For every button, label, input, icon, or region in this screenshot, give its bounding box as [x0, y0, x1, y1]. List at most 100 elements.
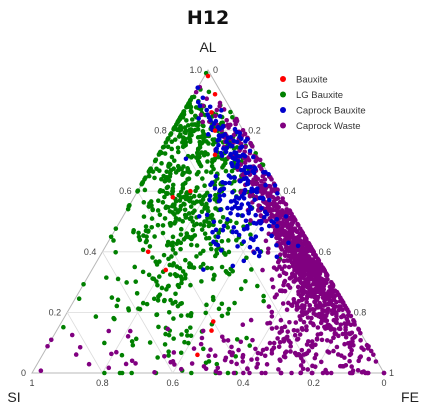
caprock-waste-point: [260, 347, 266, 353]
lg-bauxite-point: [187, 197, 192, 203]
caprock-bauxite-point: [256, 253, 262, 259]
lg-bauxite-point: [148, 199, 154, 204]
lg-bauxite-point: [183, 257, 188, 263]
caprock-waste-point: [290, 242, 295, 248]
lg-bauxite-point: [222, 160, 228, 166]
caprock-bauxite-point: [249, 186, 255, 191]
caprock-waste-point: [294, 352, 300, 358]
caprock-bauxite-point: [241, 176, 247, 182]
caprock-bauxite-point: [234, 229, 239, 235]
lg-bauxite-point: [188, 108, 194, 114]
tick-label: 0.2: [49, 307, 62, 317]
lg-bauxite-point: [146, 169, 152, 174]
legend-label-lg-bauxite[interactable]: LG Bauxite: [296, 90, 343, 101]
caprock-waste-point: [303, 262, 309, 268]
caprock-bauxite-point: [220, 180, 225, 185]
lg-bauxite-point: [162, 151, 168, 156]
lg-bauxite-point: [211, 157, 217, 163]
caprock-waste-point: [248, 140, 253, 146]
lg-bauxite-point: [244, 255, 249, 261]
lg-bauxite-point: [218, 219, 223, 224]
lg-bauxite-point: [168, 272, 173, 277]
lg-bauxite-point: [179, 300, 185, 306]
lg-bauxite-point: [201, 152, 207, 158]
caprock-waste-point: [309, 246, 315, 252]
caprock-bauxite-point: [213, 227, 219, 233]
caprock-waste-point: [292, 250, 298, 255]
caprock-waste-point: [269, 351, 275, 356]
caprock-waste-point: [73, 352, 79, 357]
caprock-waste-point: [288, 349, 293, 354]
legend[interactable]: Bauxite LG Bauxite Caprock Bauxite Caprock …: [280, 75, 366, 133]
lg-bauxite-point: [168, 171, 173, 177]
caprock-waste-point: [206, 353, 211, 359]
lg-bauxite-point: [177, 132, 183, 137]
caprock-waste-point: [320, 282, 326, 287]
caprock-waste-point: [250, 337, 255, 343]
lg-bauxite-point: [201, 194, 206, 200]
legend-marker-bauxite[interactable]: [280, 76, 286, 82]
lg-bauxite-point: [137, 237, 143, 243]
caprock-waste-point: [310, 363, 315, 369]
lg-bauxite-point: [170, 210, 175, 215]
caprock-waste-point: [276, 367, 281, 372]
lg-bauxite-point: [160, 223, 166, 228]
caprock-waste-point: [288, 344, 293, 349]
lg-bauxite-point: [108, 234, 114, 240]
lg-bauxite-point: [93, 314, 99, 319]
caprock-bauxite-point: [225, 135, 231, 141]
caprock-waste-point: [334, 320, 339, 326]
lg-bauxite-point: [183, 180, 188, 186]
axis-title-fe: FE: [401, 389, 419, 405]
legend-label-caprock-bauxite[interactable]: Caprock Bauxite: [296, 106, 366, 117]
caprock-waste-point: [368, 348, 374, 354]
lg-bauxite-point: [146, 272, 152, 278]
caprock-waste-point: [327, 294, 332, 299]
lg-bauxite-point: [178, 246, 183, 252]
legend-marker-caprock-waste[interactable]: [280, 122, 286, 129]
legend-marker-caprock-bauxite[interactable]: [280, 107, 286, 113]
legend-label-caprock-waste[interactable]: Caprock Waste: [296, 121, 361, 132]
caprock-waste-point: [275, 336, 280, 341]
caprock-waste-point: [319, 311, 325, 316]
caprock-waste-point: [277, 273, 283, 278]
caprock-waste-point: [289, 370, 294, 376]
caprock-bauxite-point: [237, 130, 243, 136]
legend-marker-lg-bauxite[interactable]: [280, 91, 286, 98]
bauxite-point: [145, 249, 151, 255]
lg-bauxite-point: [178, 240, 184, 246]
lg-bauxite-point: [159, 285, 165, 291]
lg-bauxite-point: [166, 353, 171, 358]
lg-bauxite-point: [166, 349, 171, 354]
lg-bauxite-point: [171, 126, 176, 132]
caprock-waste-point: [263, 218, 269, 224]
caprock-waste-point: [348, 322, 354, 328]
lg-bauxite-point: [190, 234, 195, 240]
bauxite-point: [195, 352, 200, 358]
caprock-waste-point: [325, 349, 330, 354]
caprock-waste-point: [286, 264, 292, 270]
lg-bauxite-point: [164, 185, 170, 191]
caprock-waste-point: [291, 327, 297, 333]
lg-bauxite-point: [185, 123, 191, 128]
tick-label: 0: [381, 378, 386, 388]
lg-bauxite-point: [226, 306, 232, 312]
caprock-waste-point: [306, 241, 311, 246]
caprock-waste-point: [280, 301, 286, 306]
lg-bauxite-point: [156, 274, 162, 279]
caprock-waste-point: [277, 339, 283, 345]
caprock-bauxite-point: [227, 180, 232, 186]
caprock-waste-point: [253, 180, 258, 186]
caprock-bauxite-point: [208, 117, 213, 123]
caprock-waste-point: [69, 332, 75, 338]
caprock-waste-point: [193, 89, 199, 95]
caprock-waste-point: [337, 298, 343, 304]
caprock-bauxite-point: [266, 223, 272, 229]
caprock-waste-point: [241, 370, 246, 376]
caprock-waste-point: [323, 313, 329, 318]
lg-bauxite-point: [170, 182, 176, 188]
legend-label-bauxite[interactable]: Bauxite: [296, 75, 328, 86]
bauxite-point: [188, 188, 193, 194]
caprock-bauxite-point: [223, 149, 229, 155]
tick-label: 1.0: [189, 65, 202, 75]
